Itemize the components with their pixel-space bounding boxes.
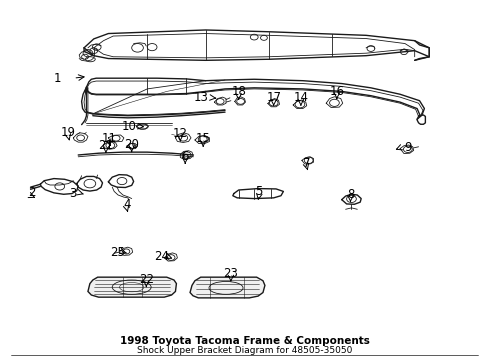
Text: 10: 10 (121, 120, 136, 133)
Polygon shape (88, 277, 176, 297)
Text: 25: 25 (109, 246, 124, 258)
Text: 2: 2 (28, 186, 35, 199)
Text: 3: 3 (69, 187, 77, 200)
Text: 16: 16 (329, 85, 344, 98)
Text: 6: 6 (181, 150, 188, 163)
Text: 1998 Toyota Tacoma Frame & Components: 1998 Toyota Tacoma Frame & Components (120, 337, 368, 346)
Text: 13: 13 (193, 91, 208, 104)
Text: 20: 20 (124, 138, 139, 151)
Text: Shock Upper Bracket Diagram for 48505-35050: Shock Upper Bracket Diagram for 48505-35… (137, 346, 351, 355)
Polygon shape (190, 277, 264, 298)
Text: 18: 18 (231, 85, 245, 98)
Text: 21: 21 (98, 139, 113, 152)
Text: 12: 12 (172, 127, 187, 140)
Text: 19: 19 (61, 126, 76, 139)
Text: 24: 24 (154, 250, 169, 263)
Text: 23: 23 (223, 267, 238, 280)
Text: 17: 17 (265, 91, 281, 104)
Text: 22: 22 (139, 273, 153, 286)
Text: 4: 4 (123, 198, 130, 211)
Text: 7: 7 (303, 157, 310, 170)
Text: 14: 14 (293, 91, 308, 104)
Text: 9: 9 (403, 141, 411, 154)
Text: 11: 11 (102, 132, 117, 145)
Text: 8: 8 (346, 188, 353, 201)
Text: 1: 1 (54, 72, 61, 85)
Text: 5: 5 (255, 185, 262, 198)
Text: 15: 15 (195, 132, 210, 145)
